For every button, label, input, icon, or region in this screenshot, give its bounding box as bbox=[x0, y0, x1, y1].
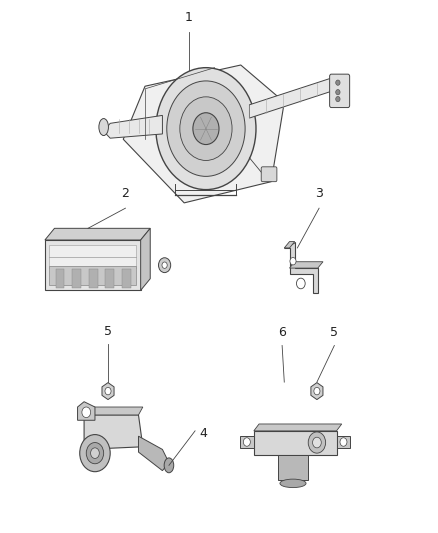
Circle shape bbox=[336, 90, 340, 95]
Polygon shape bbox=[84, 415, 143, 449]
Text: 2: 2 bbox=[121, 187, 129, 200]
Polygon shape bbox=[290, 262, 323, 268]
Polygon shape bbox=[254, 424, 342, 431]
Circle shape bbox=[290, 257, 296, 265]
Text: 6: 6 bbox=[278, 326, 286, 339]
Circle shape bbox=[180, 97, 232, 160]
Polygon shape bbox=[84, 407, 143, 415]
Polygon shape bbox=[72, 269, 81, 288]
Polygon shape bbox=[311, 383, 323, 400]
Circle shape bbox=[167, 81, 245, 176]
Circle shape bbox=[91, 448, 99, 458]
Polygon shape bbox=[45, 240, 141, 290]
Circle shape bbox=[105, 387, 111, 395]
Text: 5: 5 bbox=[330, 326, 338, 339]
Circle shape bbox=[156, 68, 256, 190]
Polygon shape bbox=[278, 455, 308, 480]
Polygon shape bbox=[49, 245, 136, 268]
Polygon shape bbox=[284, 241, 318, 293]
Polygon shape bbox=[106, 269, 114, 288]
Circle shape bbox=[336, 96, 340, 102]
Polygon shape bbox=[104, 115, 162, 138]
Polygon shape bbox=[240, 436, 254, 448]
FancyBboxPatch shape bbox=[330, 74, 350, 108]
Polygon shape bbox=[78, 402, 95, 420]
Polygon shape bbox=[49, 266, 136, 285]
Circle shape bbox=[313, 437, 321, 448]
Polygon shape bbox=[141, 228, 150, 290]
Polygon shape bbox=[250, 77, 334, 118]
Circle shape bbox=[82, 407, 91, 418]
Text: 4: 4 bbox=[199, 427, 207, 440]
Circle shape bbox=[314, 387, 320, 395]
Polygon shape bbox=[138, 436, 169, 471]
Polygon shape bbox=[56, 269, 64, 288]
Circle shape bbox=[340, 438, 347, 446]
Polygon shape bbox=[122, 269, 131, 288]
Ellipse shape bbox=[99, 118, 109, 135]
Polygon shape bbox=[102, 383, 114, 400]
Polygon shape bbox=[284, 241, 295, 248]
Circle shape bbox=[336, 80, 340, 85]
FancyBboxPatch shape bbox=[261, 167, 277, 182]
Circle shape bbox=[80, 434, 110, 472]
Circle shape bbox=[193, 113, 219, 144]
Circle shape bbox=[297, 278, 305, 289]
Text: 1: 1 bbox=[184, 11, 192, 23]
Circle shape bbox=[159, 258, 171, 272]
Ellipse shape bbox=[280, 479, 306, 488]
Text: 5: 5 bbox=[104, 325, 112, 338]
Polygon shape bbox=[45, 228, 150, 240]
Circle shape bbox=[308, 432, 325, 453]
Circle shape bbox=[244, 438, 251, 446]
Circle shape bbox=[162, 262, 167, 268]
Polygon shape bbox=[89, 269, 98, 288]
Polygon shape bbox=[254, 431, 336, 455]
Polygon shape bbox=[336, 436, 350, 448]
Ellipse shape bbox=[164, 458, 174, 473]
Text: 3: 3 bbox=[315, 187, 323, 200]
Polygon shape bbox=[123, 65, 284, 203]
Circle shape bbox=[86, 442, 104, 464]
